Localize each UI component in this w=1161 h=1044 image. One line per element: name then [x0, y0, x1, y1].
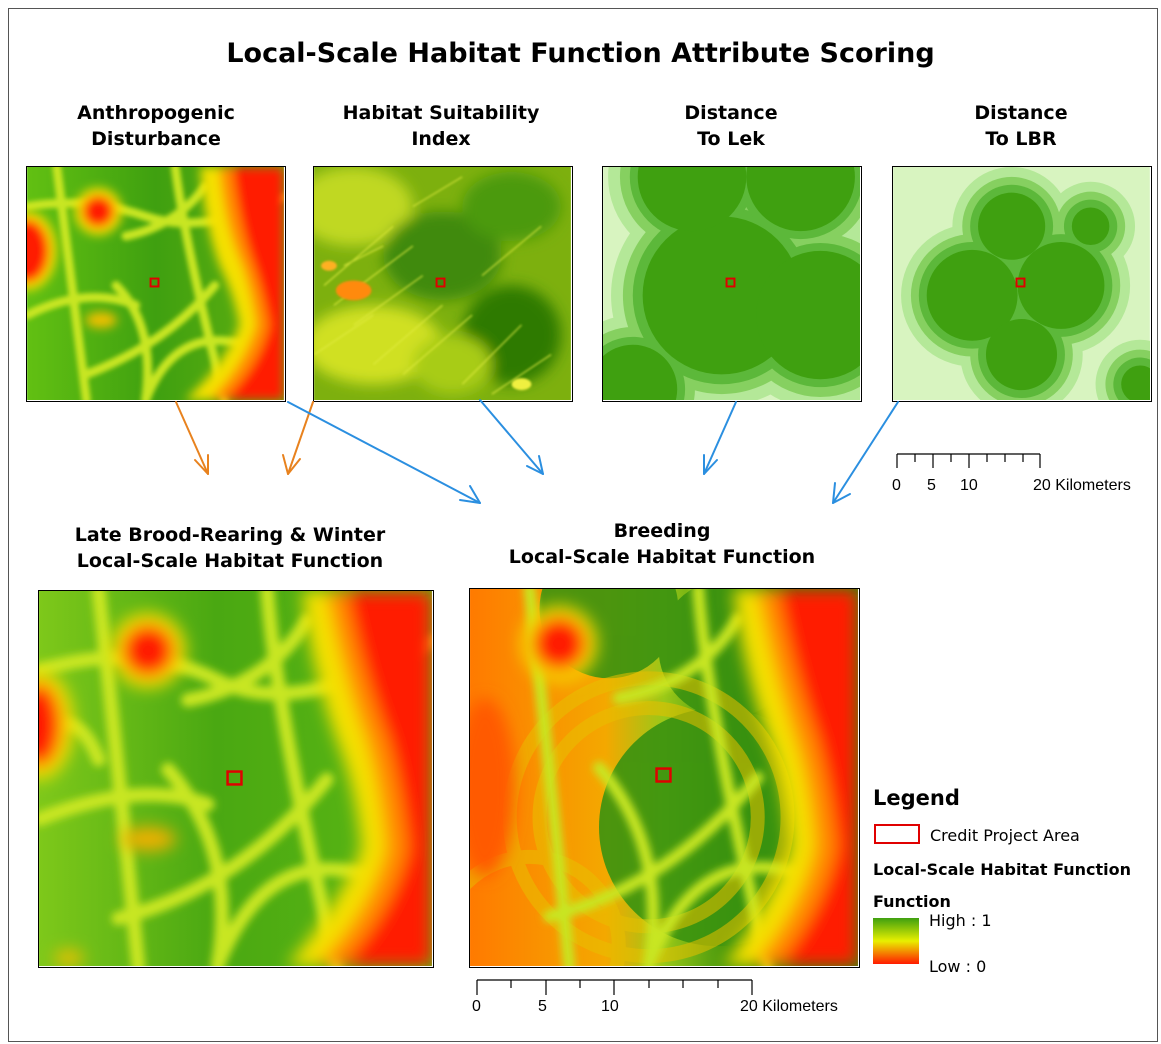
legend-title: Legend [873, 786, 960, 810]
panel-title-lek: Distance To Lek [684, 102, 778, 150]
legend-project-area-swatch [874, 824, 920, 844]
panel-title-winter: Late Brood-Rearing & Winter Local-Scale … [74, 524, 386, 572]
map-layout-frame [8, 8, 1158, 1042]
panel-title-anthropogenic: Anthropogenic Disturbance [77, 102, 235, 150]
map-anthropogenic-disturbance [26, 166, 286, 402]
panel-title-hsi: Habitat Suitability Index [342, 102, 540, 150]
arrow-lbr-to-breeding [832, 401, 899, 504]
map-habitat-suitability-index [313, 166, 573, 402]
page-title: Local-Scale Habitat Function Attribute S… [226, 38, 935, 69]
arrow-anthropogenic-to-breeding [287, 401, 481, 504]
arrow-lek-to-breeding [703, 401, 737, 475]
panel-title-lbr: Distance To LBR [974, 102, 1068, 150]
scalebar-large-label-5: 5 [538, 998, 547, 1015]
map-distance-to-lbr [892, 166, 1152, 402]
legend-field-name: Function [873, 892, 951, 911]
panel-title-breeding: Breeding Local-Scale Habitat Function [508, 520, 816, 568]
legend-project-area-label: Credit Project Area [930, 826, 1080, 845]
scalebar-large-label-20: 20 Kilometers [740, 998, 838, 1015]
scalebar-large-label-0: 0 [472, 998, 481, 1015]
legend-color-ramp [873, 918, 919, 964]
scalebar-small-label-0: 0 [892, 477, 901, 494]
arrow-anthropogenic-to-winter [175, 401, 209, 475]
scalebar-large [476, 979, 753, 995]
map-breeding-habitat-function [469, 588, 860, 968]
map-winter-habitat-function [38, 590, 434, 968]
map-distance-to-lek [602, 166, 862, 402]
scalebar-small-label-20: 20 Kilometers [1033, 477, 1131, 494]
scalebar-small-label-5: 5 [927, 477, 936, 494]
scalebar-small-label-10: 10 [960, 477, 978, 494]
scalebar-small [896, 453, 1041, 468]
legend-layer-name: Local-Scale Habitat Function [873, 860, 1132, 879]
legend-low-label: Low : 0 [929, 957, 987, 976]
legend-high-label: High : 1 [929, 911, 992, 930]
arrow-hsi-to-breeding [479, 399, 544, 475]
scalebar-large-label-10: 10 [601, 998, 619, 1015]
